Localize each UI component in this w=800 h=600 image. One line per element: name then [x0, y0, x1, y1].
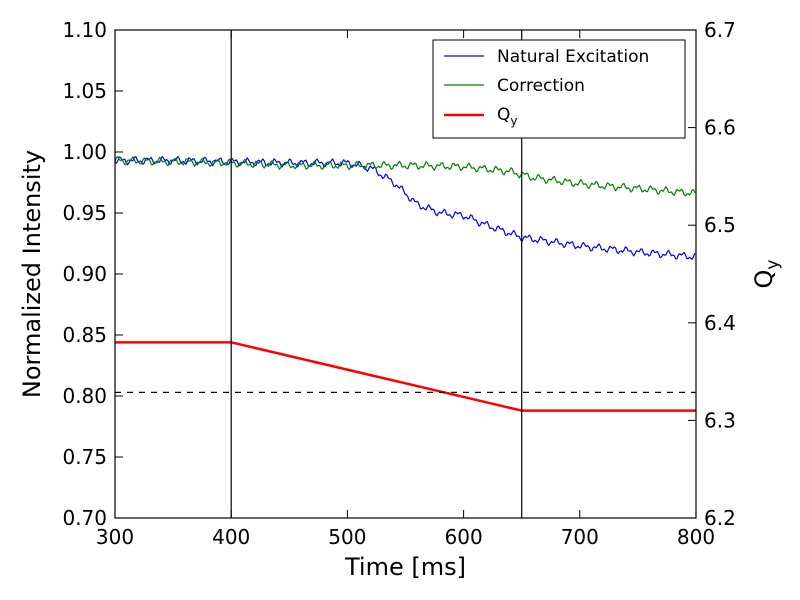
y-axis-label-right: Qy [750, 260, 783, 289]
y-tick-label: 0.75 [62, 445, 107, 469]
y-axis-label-right-base: Q [750, 270, 778, 289]
y-tick-label: 1.00 [62, 140, 107, 164]
y-tick-label: 0.70 [62, 506, 107, 530]
y-right-tick-label: 6.5 [704, 213, 736, 237]
x-tick-label: 300 [96, 525, 134, 549]
y-right-tick-label: 6.4 [704, 311, 736, 335]
y-tick-label: 0.95 [62, 201, 107, 225]
y-right-tick-label: 6.2 [704, 506, 736, 530]
y-axis-label: Normalized Intensity [18, 150, 46, 398]
x-tick-label: 400 [212, 525, 250, 549]
y-tick-label: 0.90 [62, 262, 107, 286]
series-line-correction [114, 156, 696, 197]
series-line-qy [115, 341, 696, 412]
y-tick-label: 1.05 [62, 79, 107, 103]
y-tick-label: 0.80 [62, 384, 107, 408]
axis-ticks: 300 400 500 600 700 800 0.70 0.75 0.80 0.85 0.90 0.… [62, 18, 735, 549]
legend-label-qy-base: Q [497, 105, 510, 125]
legend: Natural Excitation Correction Qy [432, 39, 686, 139]
x-tick-label: 700 [561, 525, 599, 549]
x-tick-label: 800 [677, 525, 715, 549]
y-axis-label-right-subscript: y [763, 260, 783, 270]
legend-label-qy-subscript: y [510, 114, 517, 128]
x-tick-label: 600 [445, 525, 483, 549]
legend-label-correction: Correction [497, 76, 585, 96]
x-tick-label: 500 [328, 525, 366, 549]
y-tick-label: 0.85 [62, 323, 107, 347]
y-right-tick-label: 6.7 [704, 18, 736, 42]
y-right-tick-label: 6.6 [704, 116, 736, 140]
y-tick-label: 1.10 [62, 18, 107, 42]
y-right-tick-label: 6.3 [704, 408, 736, 432]
legend-label-qy: Qy [497, 105, 518, 128]
x-axis-label: Time [ms] [344, 553, 466, 581]
data-layer [114, 155, 696, 412]
legend-label-natural-excitation: Natural Excitation [497, 47, 649, 67]
